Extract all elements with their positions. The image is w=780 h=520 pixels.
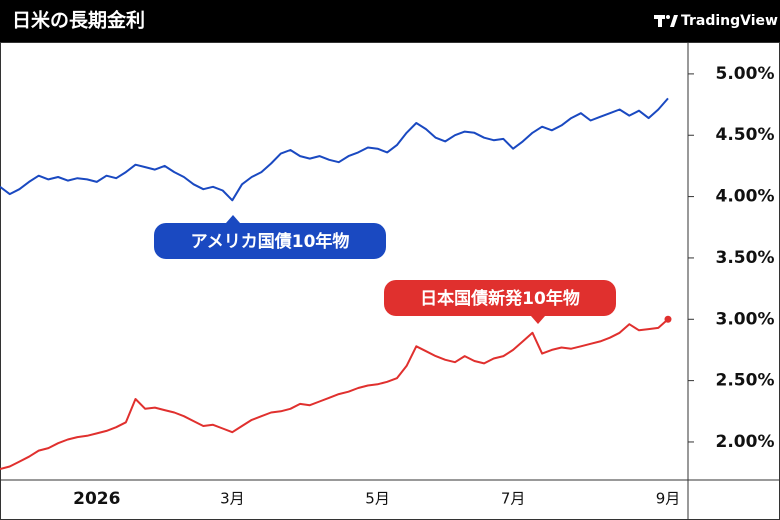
brand-logo (654, 15, 678, 27)
legend-label: 日本国債新発10年物 (420, 288, 580, 309)
callout-pointer (531, 316, 545, 324)
logo-part (670, 15, 678, 27)
x-tick-label: 9月 (656, 490, 681, 508)
y-tick-label: 3.00% (716, 309, 775, 329)
callout-pointer (226, 215, 240, 223)
brand: TradingView (681, 13, 778, 29)
y-tick-label: 5.00% (716, 64, 775, 84)
logo-part (666, 15, 670, 19)
y-tick-label: 2.00% (716, 432, 775, 452)
y-tick-label: 4.50% (716, 125, 775, 145)
callout-box (384, 280, 616, 316)
chart-title: 日米の長期金利 (12, 9, 145, 32)
series-line (0, 318, 669, 470)
y-tick-label: 2.50% (716, 371, 775, 391)
y-tick-label: 3.50% (716, 248, 775, 268)
x-tick-label: 2026 (73, 489, 120, 509)
x-tick-label: 7月 (501, 490, 526, 508)
legend-label: アメリカ国債10年物 (191, 231, 350, 252)
callout-box (154, 223, 386, 259)
logo-part (658, 15, 662, 27)
x-tick-label: 5月 (365, 490, 390, 508)
title-bar (0, 0, 780, 42)
end-point (664, 315, 672, 323)
series-line (0, 97, 669, 202)
y-tick-label: 4.00% (716, 187, 775, 207)
x-tick-label: 3月 (220, 490, 245, 508)
